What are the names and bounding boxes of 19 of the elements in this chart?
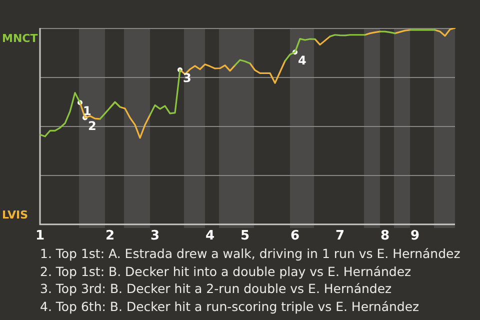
series-label: 1 (83, 104, 92, 118)
text: 3. Top 3rd: B. Decker hit a 2-run double vs E. Hernández (40, 280, 393, 298)
x-tick-label: 6 (290, 228, 300, 244)
series-label: 4 (298, 53, 306, 68)
x-tick-label: 8 (380, 228, 390, 244)
text: 2. Top 1st: B. Decker hit into a double play vs E. Hernández (40, 262, 412, 280)
series-label: 2 (88, 118, 96, 133)
x-tick-label: 9 (410, 228, 420, 244)
x-tick-label: 2 (105, 228, 115, 244)
x-tick-label: 3 (150, 228, 160, 244)
series-label: 3 (183, 70, 192, 85)
text: MNCT (2, 32, 38, 45)
text: 4. Top 6th: B. Decker hit a run-scoring triple vs E. Hernández (40, 298, 420, 315)
text: LVIS (2, 208, 28, 222)
x-tick-label: 7 (335, 228, 345, 244)
x-tick-label: 4 (205, 228, 215, 244)
x-tick-label: 1 (35, 228, 45, 244)
text: 1. Top 1st: A. Estrada drew a walk, driving in 1 run vs E. Hernández (40, 245, 460, 262)
x-tick-label: 5 (240, 228, 250, 244)
